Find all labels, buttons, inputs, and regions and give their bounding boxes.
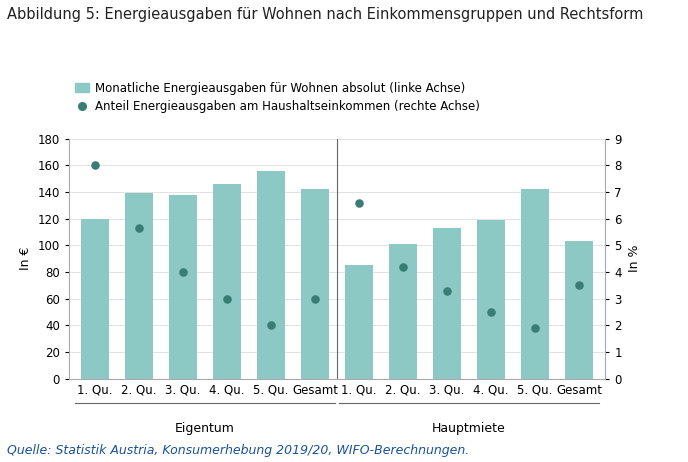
Bar — [301, 189, 330, 379]
Bar — [125, 193, 153, 379]
Text: Eigentum: Eigentum — [175, 422, 235, 435]
Bar — [345, 265, 374, 379]
Y-axis label: In €: In € — [19, 247, 32, 270]
Point — [133, 225, 144, 232]
Text: Hauptmiete: Hauptmiete — [432, 422, 506, 435]
Point — [222, 295, 233, 303]
Point — [89, 162, 100, 169]
Text: Quelle: Statistik Austria, Konsumerhebung 2019/20, WIFO-Berechnungen.: Quelle: Statistik Austria, Konsumerhebun… — [7, 444, 469, 457]
Bar — [477, 220, 506, 379]
Bar — [389, 244, 418, 379]
Point — [398, 263, 409, 270]
Bar — [521, 189, 549, 379]
Point — [354, 199, 365, 207]
Point — [178, 268, 189, 276]
Bar — [257, 170, 286, 379]
Bar — [565, 241, 593, 379]
Bar — [81, 219, 109, 379]
Point — [266, 322, 277, 329]
Point — [574, 282, 585, 289]
Point — [530, 324, 541, 332]
Point — [310, 295, 321, 303]
Y-axis label: In %: In % — [627, 245, 641, 273]
Bar — [433, 228, 462, 379]
Point — [442, 287, 453, 294]
Bar — [169, 195, 197, 379]
Bar — [213, 184, 241, 379]
Point — [486, 309, 497, 316]
Text: Abbildung 5: Energieausgaben für Wohnen nach Einkommensgruppen und Rechtsform: Abbildung 5: Energieausgaben für Wohnen … — [7, 7, 643, 22]
Legend: Monatliche Energieausgaben für Wohnen absolut (linke Achse), Anteil Energieausga: Monatliche Energieausgaben für Wohnen ab… — [75, 82, 480, 114]
